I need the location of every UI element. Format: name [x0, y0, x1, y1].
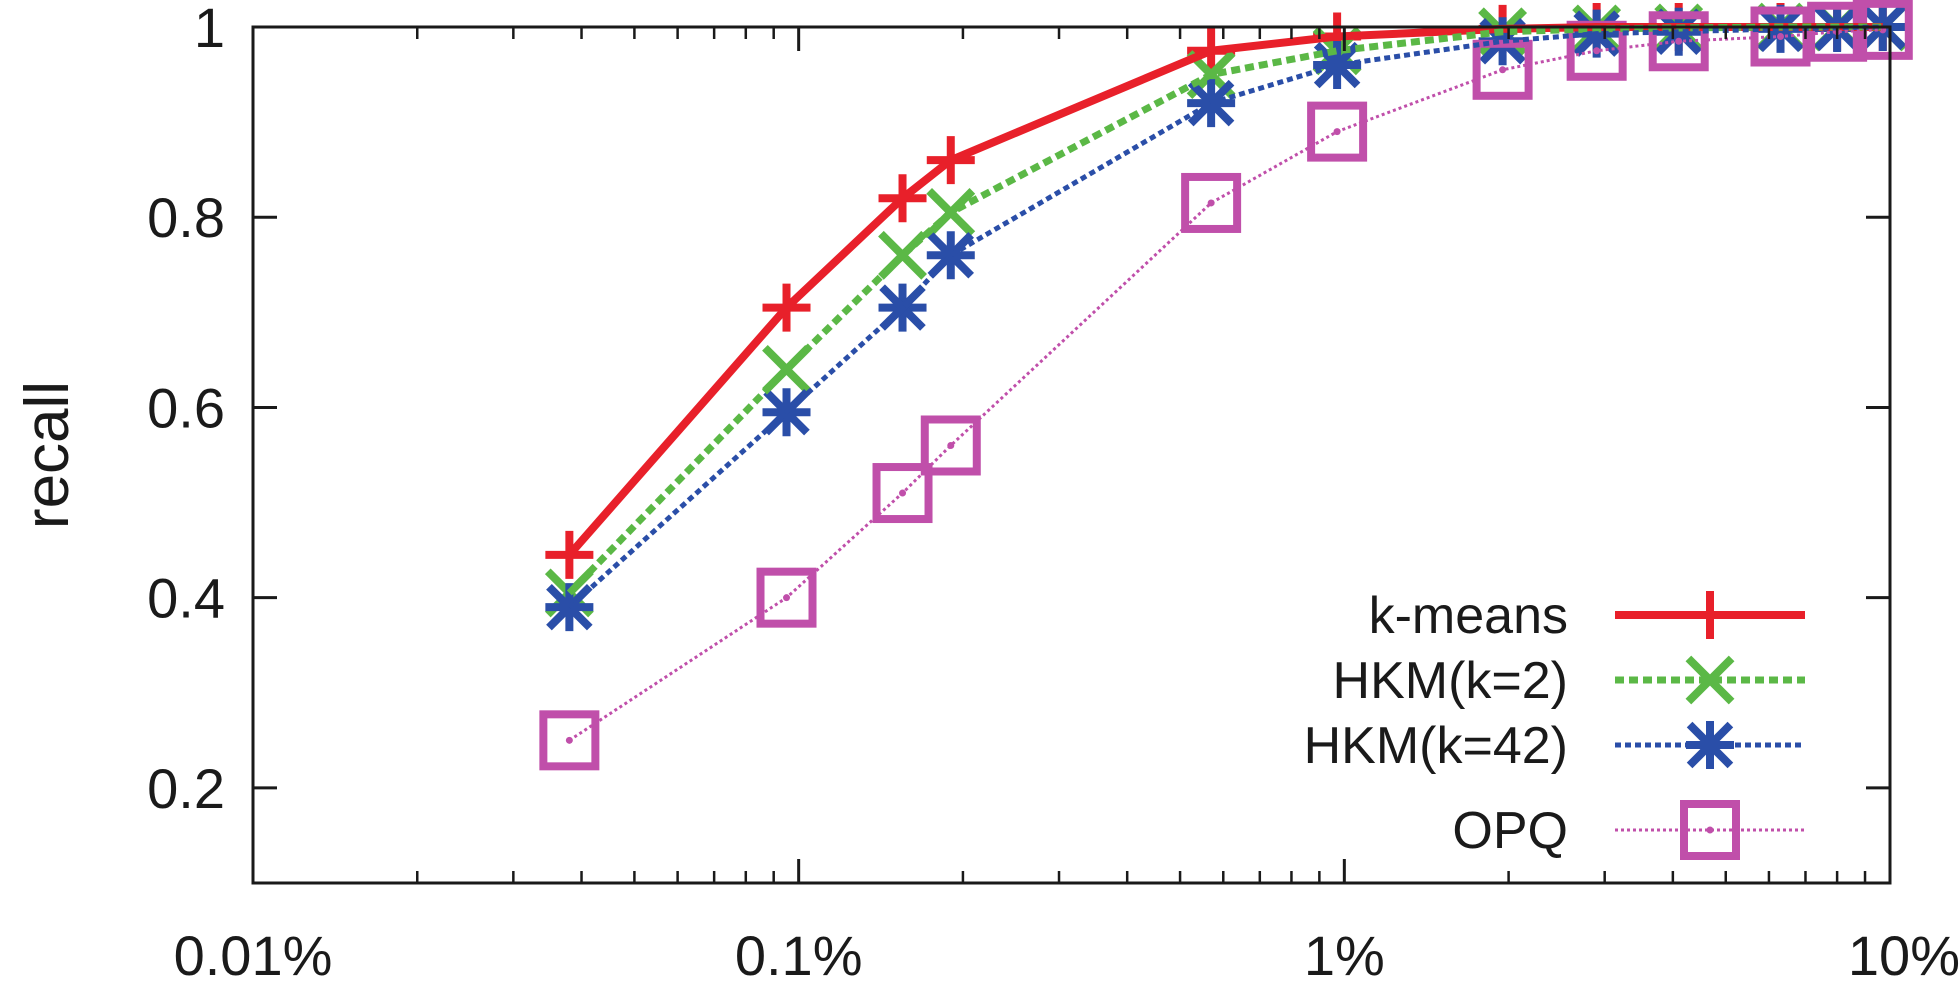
series-line-layer [566, 23, 1883, 742]
y-tick-label: 0.8 [147, 186, 225, 249]
legend-entry: HKM(k=2) [1333, 652, 1805, 710]
y-tick-label: 0.6 [147, 376, 225, 439]
y-tick-label: 1 [194, 0, 225, 59]
data-point [878, 283, 927, 332]
legend-label: HKM(k=2) [1333, 652, 1568, 710]
data-point [1181, 172, 1242, 233]
marker-layer [539, 0, 1913, 771]
legend: k-means HKM(k=2) HKM(k=42) OPQ [1304, 587, 1805, 860]
legend-entry: HKM(k=42) [1304, 717, 1805, 775]
legend-marker [1680, 800, 1740, 860]
series-line-opq [568, 28, 1883, 742]
y-axis-label: recall [13, 381, 82, 529]
x-tick-label: 0.01% [174, 924, 333, 983]
y-tick-label: 0.2 [147, 757, 225, 820]
x-tick-label: 1% [1304, 924, 1385, 983]
legend-marker [1685, 655, 1735, 705]
series-line-hkm-k-42- [567, 24, 1883, 610]
tick-label-layer: 0.01% 0.1% 1% 10% 0.2 0.4 0.6 0.8 1 [147, 0, 1960, 983]
y-tick-label: 0.4 [147, 567, 225, 630]
legend-marker [1686, 721, 1734, 769]
legend-entry: OPQ [1452, 800, 1805, 860]
plot-frame [251, 25, 1892, 885]
legend-marker [1686, 591, 1734, 639]
x-tick-label: 10% [1848, 924, 1960, 983]
x-tick-label: 0.1% [735, 924, 863, 983]
legend-label: k-means [1369, 587, 1568, 645]
legend-entry: k-means [1369, 587, 1805, 645]
legend-label: HKM(k=42) [1304, 717, 1568, 775]
tick-mark-layer [251, 25, 1892, 883]
legend-label: OPQ [1452, 802, 1568, 860]
